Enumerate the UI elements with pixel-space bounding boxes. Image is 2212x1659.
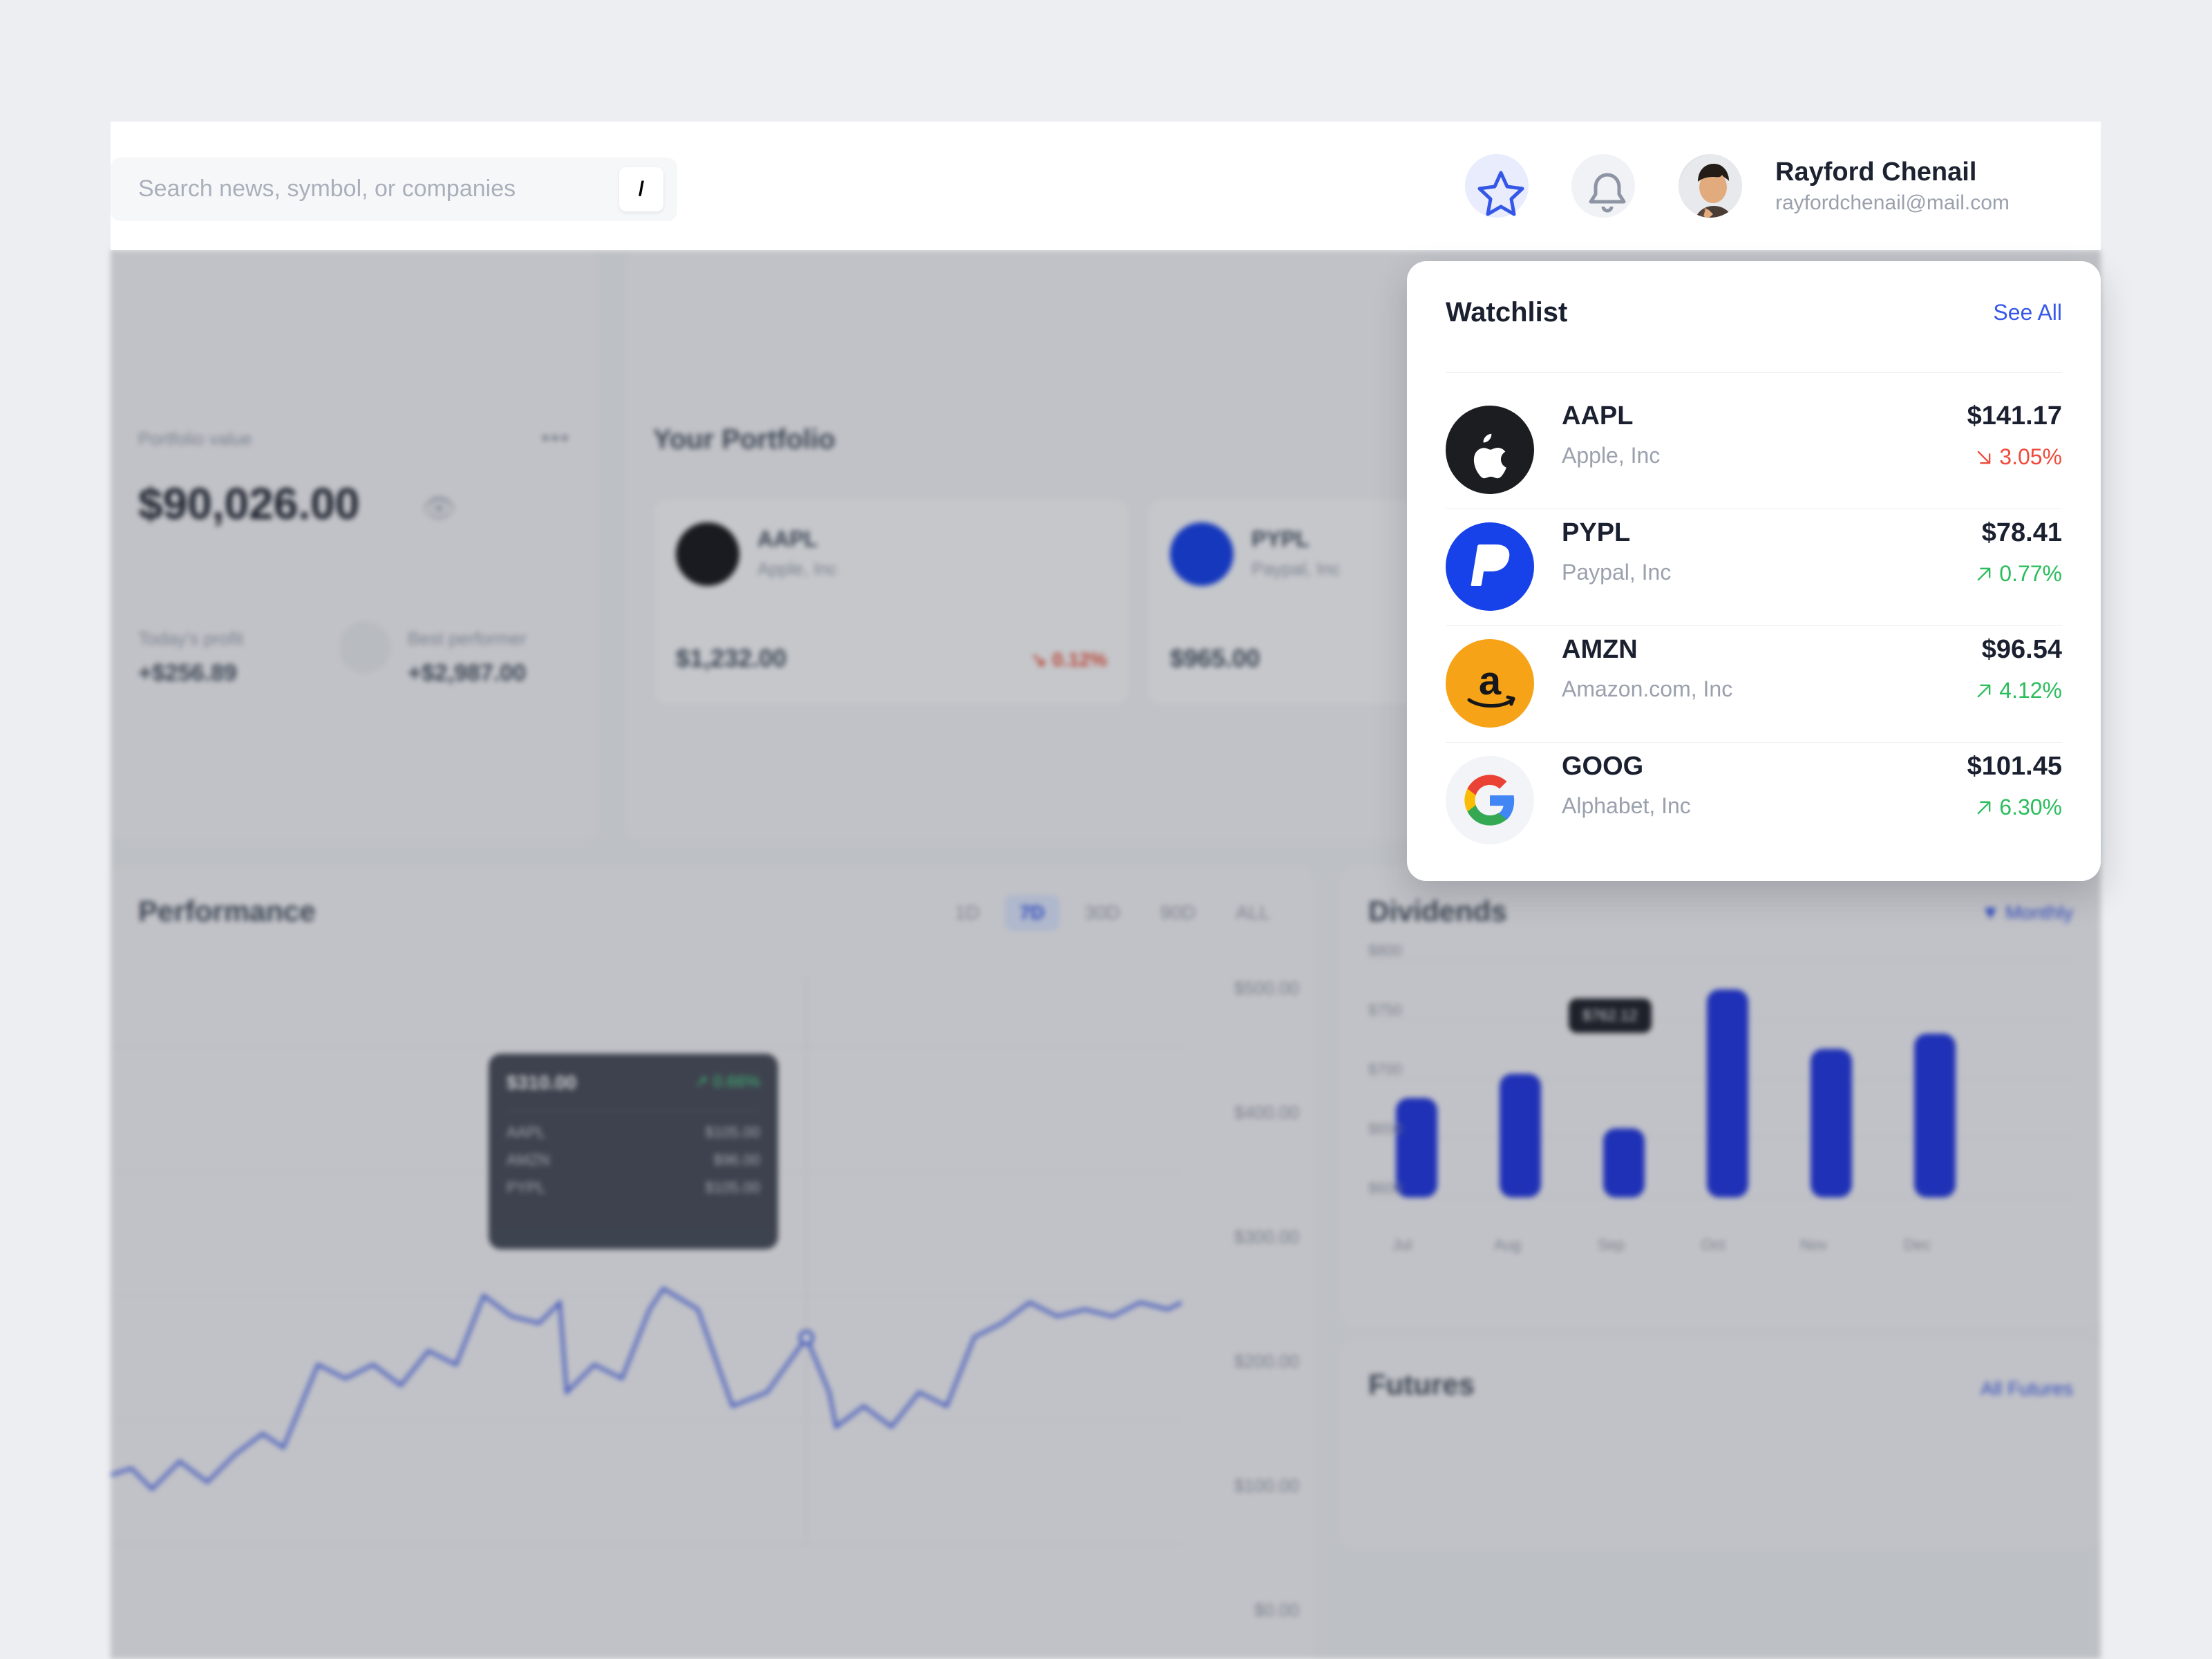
svg-text:a: a [1479, 658, 1502, 703]
